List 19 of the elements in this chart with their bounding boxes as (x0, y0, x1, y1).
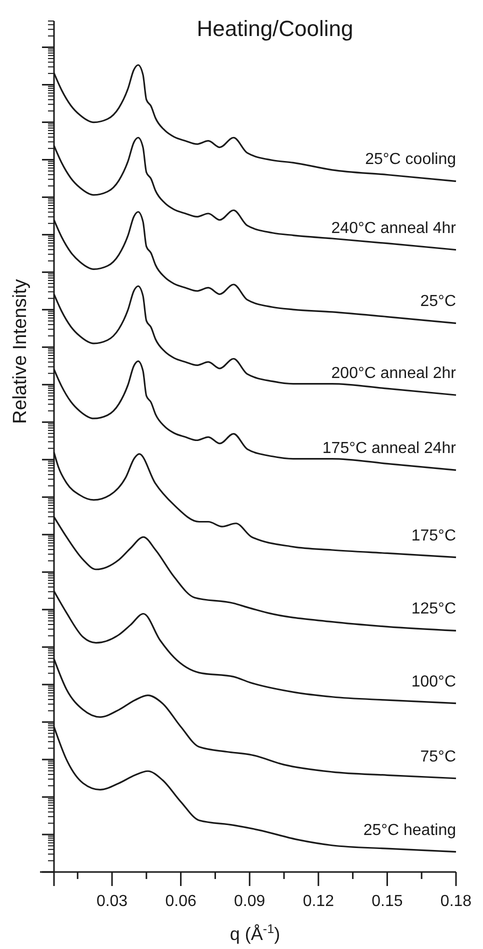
series-label: 25°C cooling (365, 151, 456, 168)
series-label: 125°C (411, 600, 456, 618)
x-tick-label: 0.06 (165, 893, 196, 910)
series-label: 175°C (411, 527, 456, 544)
x-tick-label: 0.18 (440, 893, 472, 910)
x-tick-label: 0.12 (302, 893, 334, 910)
series-label: 25°C heating (363, 822, 456, 839)
series-label: 100°C (411, 673, 456, 690)
x-tick-label: 0.03 (96, 893, 128, 910)
x-axis-title: q (Å$^{-1}$) (230, 922, 280, 944)
series-label: 175°C anneal 24hr (322, 440, 457, 458)
series-label: 240°C anneal 4hr (331, 220, 457, 237)
series-label: 200°C anneal 2hr (331, 365, 457, 382)
x-tick-label: 0.09 (234, 893, 266, 910)
series-label: 75°C (420, 748, 456, 766)
chart-title: Heating/Cooling (196, 16, 354, 41)
series-label: 25°C (420, 293, 456, 310)
y-axis-title: Relative Intensity (10, 278, 31, 424)
x-tick-label: 0.15 (372, 893, 403, 910)
